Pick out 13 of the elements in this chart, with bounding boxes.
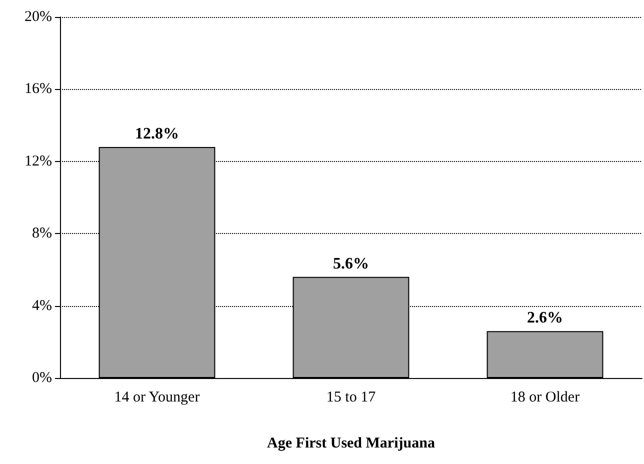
y-tick-label: 16% [24,81,52,98]
y-tick-label: 12% [24,153,52,170]
data-label: 12.8% [135,125,179,142]
x-tick-label: 15 to 17 [326,390,376,406]
data-label: 5.6% [333,255,369,272]
y-tick-label: 20% [24,9,52,25]
y-tick-label: 8% [32,226,52,242]
data-label: 2.6% [527,310,563,327]
x-tick-label: 14 or Younger [114,390,200,406]
x-axis-title: Age First Used Marijuana [267,436,436,452]
y-tick-label: 4% [32,298,52,314]
y-tick-label: 0% [32,370,52,386]
x-tick-label: 18 or Older [510,390,580,406]
